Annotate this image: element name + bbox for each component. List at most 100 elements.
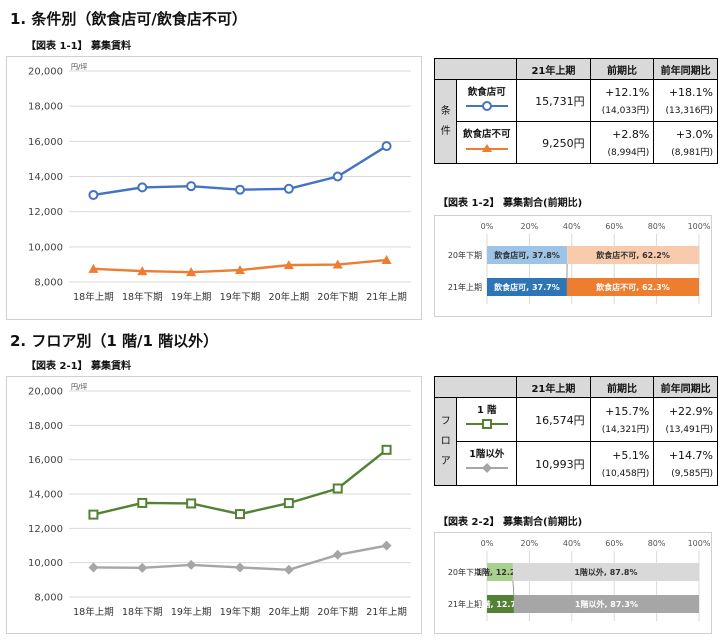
gray-diamond-marker-icon [465, 463, 508, 473]
data-point [381, 540, 392, 551]
data-point [88, 263, 99, 273]
data-point [88, 562, 99, 573]
data-point [235, 562, 245, 573]
x-tick-label: 18年上期 [73, 291, 114, 303]
x-tick-label: 21年上期 [366, 606, 407, 618]
share-chart-floors: 0% 20% 40% 60% 80% 100% 20年下期 1階, 12.2% 1階以外, 87… [434, 532, 712, 634]
category-label: 21年上期 [448, 282, 482, 292]
rent-chart-conditions: 8,000 10,000 12,000 14,000 16,000 18,000 20,00… [6, 56, 422, 320]
x-tick-label: 20年上期 [269, 606, 310, 618]
value-cell: 9,250円 [516, 121, 591, 164]
yoy-cell: +22.9% (13,491円) [653, 397, 718, 442]
data-point [283, 564, 294, 575]
share-bar-chart-1: 0% 20% 40% 60% 80% 100% 20年下期 飲食店可, 37.8% 飲食店不可,… [448, 222, 711, 304]
y-tick-label: 16,000 [28, 137, 63, 148]
data-point [186, 498, 197, 509]
data-point [381, 141, 392, 152]
data-point [332, 549, 343, 560]
data-point [283, 260, 294, 270]
share-bar-segment [566, 278, 699, 296]
category-label: 21年上期 [448, 599, 482, 609]
blue-circle-marker-icon [465, 101, 508, 111]
share-bar-segment [487, 278, 567, 296]
x-tick-label: 40% [563, 539, 581, 548]
data-point [381, 444, 392, 455]
qoq-cell: +2.8% (8,994円) [589, 121, 655, 164]
x-tick-label: 100% [688, 222, 711, 231]
qoq-cell: +12.1% (14,033円) [589, 79, 655, 122]
segment-label: 1階以外, 87.8% [574, 567, 637, 577]
row-name: 1階以外 [456, 441, 518, 486]
side-label: フロア [433, 397, 458, 486]
data-point [235, 509, 245, 520]
value-cell: 16,574円 [516, 397, 591, 442]
share-bar-segment [487, 563, 513, 581]
section2-title: 2. フロア別（1 階/1 階以外） [10, 332, 219, 350]
data-point [332, 171, 343, 182]
data-point [283, 498, 294, 509]
fig1-2-label: 【図表 1-2】 募集割合(前期比) [438, 198, 583, 209]
x-tick-label: 21年上期 [366, 291, 407, 303]
col-header: 前期比 [589, 58, 655, 80]
y-tick-label: 20,000 [28, 67, 63, 78]
share-bar-segment [567, 246, 699, 264]
x-tick-label: 19年上期 [171, 291, 212, 303]
y-tick-label: 12,000 [28, 524, 63, 535]
x-tick-label: 100% [688, 539, 711, 548]
y-tick-label: 12,000 [28, 207, 63, 218]
data-point [235, 184, 245, 195]
value-cell: 10,993円 [516, 441, 591, 486]
data-point [332, 483, 343, 494]
data-point [186, 559, 197, 570]
rent-line-chart-1: 8,000 10,000 12,000 14,000 16,000 18,000 20,00… [28, 63, 411, 303]
y-tick-label: 18,000 [28, 102, 63, 113]
fig2-2-label: 【図表 2-2】 募集割合(前期比) [438, 517, 583, 528]
share-bar-segment [512, 563, 699, 581]
data-point [332, 259, 343, 269]
orange-triangle-marker-icon [465, 144, 508, 152]
qoq-cell: +5.1% (10,458円) [589, 441, 655, 486]
unit-label: 円/坪 [71, 63, 87, 71]
row-name: 1 階 [456, 397, 518, 442]
rent-chart-floors: 8,000 10,000 12,000 14,000 16,000 18,000 20,00… [6, 376, 422, 634]
yoy-cell: +3.0% (8,981円) [653, 121, 718, 164]
data-point [186, 181, 197, 192]
fig1-1-label: 【図表 1-1】 募集賃料 [26, 41, 132, 52]
yoy-cell: +14.7% (9,585円) [653, 441, 718, 486]
connector-line [512, 580, 515, 596]
x-tick-label: 18年下期 [122, 291, 163, 303]
segment-label: 飲食店不可, 62.3% [595, 282, 670, 292]
segment-label: 飲食店不可, 62.2% [595, 250, 670, 260]
conditions-table: 21年上期 前期比 前年同期比 条件 飲食店可 15,731円 +12.1% (1… [433, 58, 718, 164]
y-tick-label: 10,000 [28, 242, 63, 253]
y-tick-label: 18,000 [28, 421, 63, 432]
segment-label: 1階以外, 87.3% [575, 599, 638, 609]
x-tick-label: 20年上期 [269, 291, 310, 303]
y-tick-label: 14,000 [28, 490, 63, 501]
x-tick-label: 18年下期 [122, 606, 163, 618]
category-label: 20年下期 [448, 567, 482, 577]
share-bar-segment [487, 595, 514, 613]
x-tick-label: 20% [521, 222, 539, 231]
data-point [137, 497, 148, 508]
share-bar-segment [487, 246, 568, 264]
col-header: 前期比 [589, 376, 655, 398]
green-square-marker-icon [465, 419, 508, 429]
category-label: 20年下期 [448, 250, 482, 260]
data-point [137, 182, 148, 193]
y-tick-label: 14,000 [28, 172, 63, 183]
x-tick-label: 19年上期 [171, 606, 212, 618]
floors-table: 21年上期 前期比 前年同期比 フロア 1 階 16,574円 +15.7% (1… [433, 376, 718, 486]
x-tick-label: 80% [648, 222, 666, 231]
data-point [235, 265, 245, 275]
x-tick-label: 80% [648, 539, 666, 548]
y-tick-label: 20,000 [28, 387, 63, 398]
data-point [186, 267, 197, 277]
section1-title: 1. 条件別（飲食店可/飲食店不可） [10, 10, 247, 28]
qoq-cell: +15.7% (14,321円) [589, 397, 655, 442]
x-tick-label: 20% [521, 539, 539, 548]
data-point [88, 189, 99, 200]
x-tick-label: 40% [563, 222, 581, 231]
segment-label: 1階, 12.2% [476, 567, 523, 577]
